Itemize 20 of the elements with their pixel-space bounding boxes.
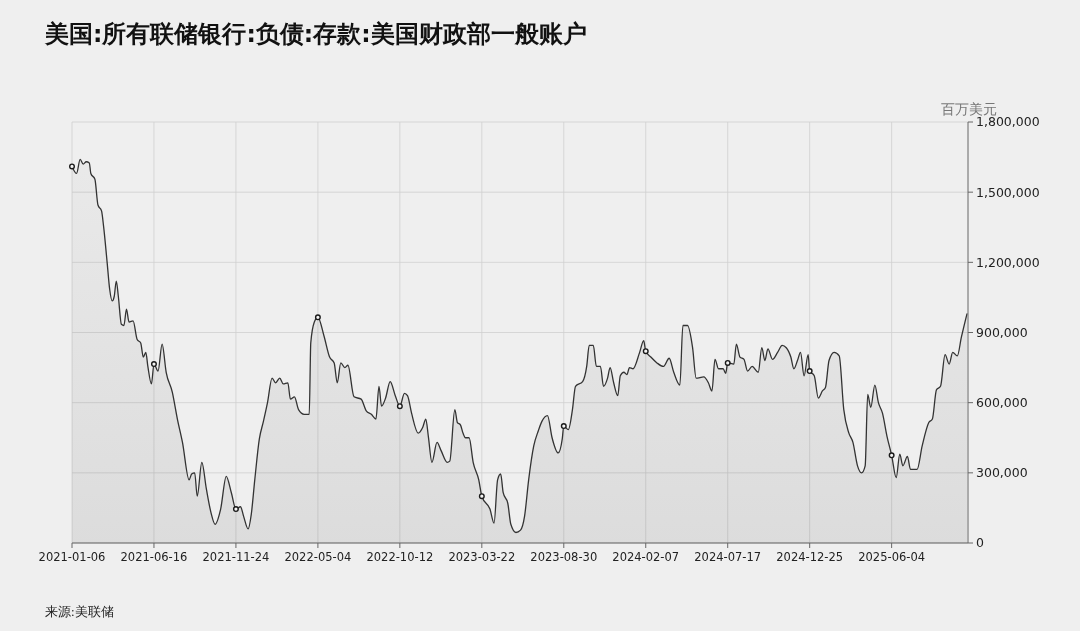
x-tick-label: 2022-10-12 <box>366 550 434 564</box>
x-tick-label: 2021-06-16 <box>120 550 188 564</box>
y-tick-label: 0 <box>976 535 984 551</box>
x-tick-label: 2023-03-22 <box>448 550 516 564</box>
y-tick-label: 1,200,000 <box>976 254 1040 270</box>
y-tick-label: 600,000 <box>976 395 1028 411</box>
x-tick-label: 2024-02-07 <box>612 550 680 564</box>
x-tick-label: 2024-12-25 <box>776 550 844 564</box>
y-tick-label: 300,000 <box>976 465 1028 481</box>
source-note: 来源:美联储 <box>45 604 114 619</box>
chart-title: 美国:所有联储银行:负债:存款:美国财政部一般账户 <box>44 20 587 48</box>
x-tick-label: 2024-07-17 <box>694 550 762 564</box>
x-tick-label: 2021-11-24 <box>202 550 270 564</box>
y-tick-label: 1,500,000 <box>976 184 1040 200</box>
x-tick-label: 2023-08-30 <box>530 550 598 564</box>
y-axis-title: 百万美元 <box>941 101 997 117</box>
y-tick-label: 900,000 <box>976 324 1028 340</box>
x-tick-label: 2021-01-06 <box>38 550 106 564</box>
x-tick-label: 2025-06-04 <box>858 550 926 564</box>
x-tick-label: 2022-05-04 <box>284 550 352 564</box>
